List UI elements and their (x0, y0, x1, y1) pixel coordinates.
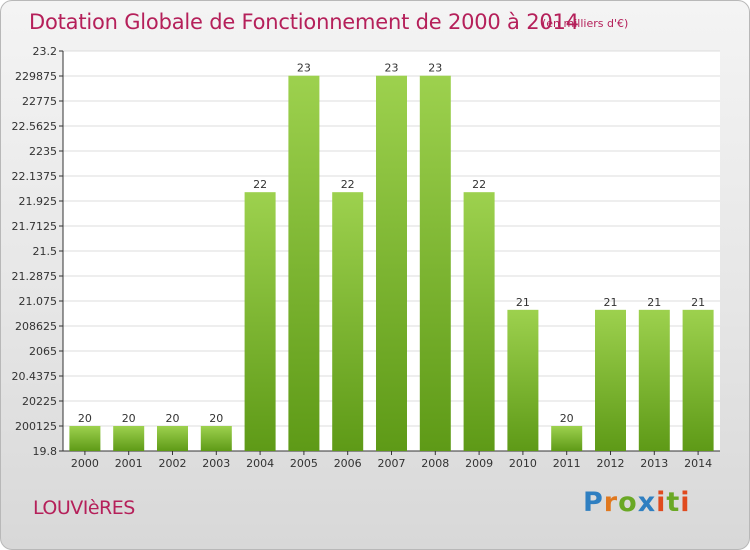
data-label: 21 (604, 296, 618, 309)
data-label: 20 (209, 412, 223, 425)
x-tick-label: 2012 (597, 457, 625, 470)
y-tick-label: 22.5625 (12, 120, 58, 133)
y-tick-label: 22775 (22, 95, 57, 108)
y-tick-label: 21.925 (19, 195, 58, 208)
data-label: 23 (297, 62, 311, 75)
data-label: 20 (122, 412, 136, 425)
y-tick-label: 229875 (15, 70, 57, 83)
x-tick-label: 2002 (159, 457, 187, 470)
bar (595, 309, 626, 451)
data-label: 23 (385, 62, 399, 75)
x-tick-label: 2010 (509, 457, 537, 470)
x-tick-label: 2008 (421, 457, 449, 470)
chart-unit: (en milliers d'€) (542, 17, 629, 30)
bar (551, 426, 583, 451)
proxiti-logo: Proxiti (583, 487, 691, 518)
data-label: 22 (341, 178, 355, 191)
x-tick-label: 2005 (290, 457, 318, 470)
y-tick-label: 23.2 (33, 45, 58, 58)
bar (332, 192, 364, 452)
x-tick-label: 2006 (334, 457, 362, 470)
y-tick-label: 208625 (15, 320, 57, 333)
y-tick-label: 21.7125 (12, 220, 58, 233)
y-tick-label: 19.8 (33, 445, 58, 458)
bar (244, 192, 276, 452)
bar (638, 309, 670, 451)
x-tick-label: 2001 (115, 457, 143, 470)
data-label: 20 (166, 412, 180, 425)
bar (200, 426, 232, 451)
bar (419, 75, 451, 452)
data-label: 22 (253, 178, 267, 191)
bar (376, 75, 407, 452)
y-tick-label: 20.4375 (12, 370, 58, 383)
bar (463, 192, 495, 452)
y-tick-label: 2065 (29, 345, 57, 358)
data-label: 21 (516, 296, 530, 309)
bar (157, 426, 188, 451)
commune-name: LOUVIèRES (33, 497, 135, 519)
bar (69, 426, 101, 451)
x-tick-label: 2014 (684, 457, 712, 470)
x-tick-label: 2004 (246, 457, 274, 470)
y-tick-label: 21.5 (33, 245, 58, 258)
x-tick-label: 2000 (71, 457, 99, 470)
data-label: 20 (560, 412, 574, 425)
y-tick-label: 22.1375 (12, 170, 58, 183)
chart-title: Dotation Globale de Fonctionnement de 20… (29, 10, 579, 34)
x-tick-label: 2007 (378, 457, 406, 470)
y-tick-label: 200125 (15, 420, 57, 433)
x-tick-label: 2003 (202, 457, 230, 470)
y-tick-label: 20225 (22, 395, 57, 408)
data-label: 21 (691, 296, 705, 309)
bar (682, 309, 714, 451)
bar (507, 309, 539, 451)
data-label: 22 (472, 178, 486, 191)
data-label: 20 (78, 412, 92, 425)
data-label: 23 (428, 62, 442, 75)
x-tick-label: 2009 (465, 457, 493, 470)
y-tick-label: 21.075 (19, 295, 58, 308)
x-tick-label: 2013 (640, 457, 668, 470)
y-tick-label: 21.2875 (12, 270, 58, 283)
x-tick-label: 2011 (553, 457, 581, 470)
y-tick-label: 2235 (29, 145, 57, 158)
bar (113, 426, 145, 451)
bar (288, 75, 320, 452)
data-label: 21 (647, 296, 661, 309)
